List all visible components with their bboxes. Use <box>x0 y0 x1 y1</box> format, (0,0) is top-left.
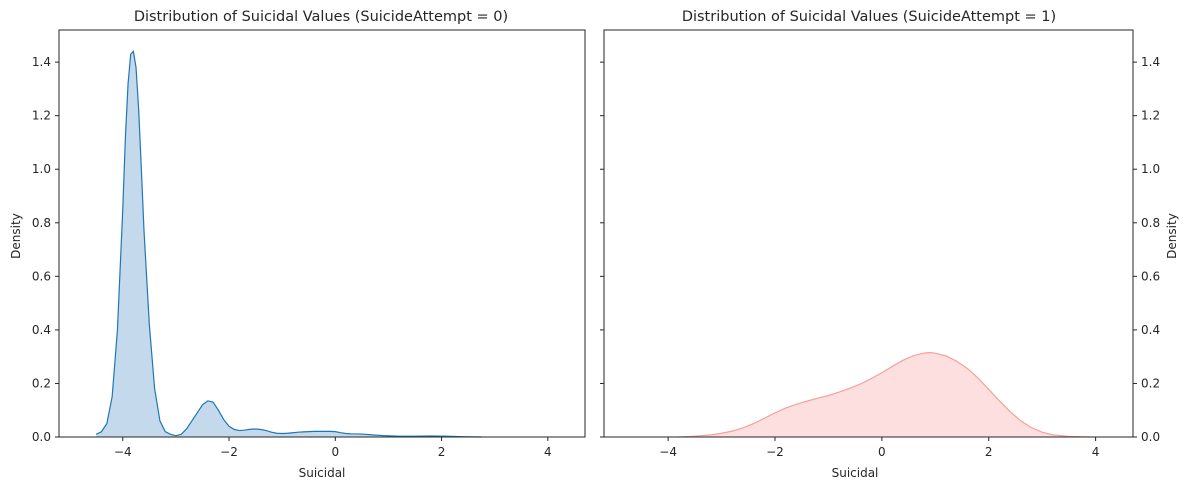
left-y-tick-label: 0.6 <box>32 269 51 283</box>
right-plot-frame <box>603 29 1134 438</box>
left-y-tick-label: 0.8 <box>32 216 51 230</box>
left-y-tick-label: 0.4 <box>32 323 51 337</box>
right-x-ticks: −4 −2 0 2 4 <box>659 437 1099 459</box>
right-y-tick-label: 0.8 <box>1141 216 1160 230</box>
left-chart-title: Distribution of Suicidal Values (Suicide… <box>134 9 508 25</box>
right-y-tick-label: 1.4 <box>1141 55 1160 69</box>
left-x-axis-label: Suicidal <box>299 466 346 480</box>
left-y-tick-label: 1.2 <box>32 109 51 123</box>
left-x-tick-label: 4 <box>544 445 552 459</box>
right-y-axis-label: Density <box>1165 213 1179 259</box>
right-density-line <box>678 352 1091 438</box>
left-density-panel: Distribution of Suicidal Values (Suicide… <box>9 9 586 480</box>
right-x-axis-label: Suicidal <box>832 466 879 480</box>
right-x-tick-label: −2 <box>766 445 784 459</box>
left-x-tick-label: 2 <box>438 445 446 459</box>
right-x-tick-label: 0 <box>878 445 886 459</box>
left-x-tick-label: 0 <box>331 445 339 459</box>
left-plot-frame <box>58 29 586 438</box>
right-chart-title: Distribution of Suicidal Values (Suicide… <box>682 9 1056 25</box>
left-y-tick-label: 1.4 <box>32 55 51 69</box>
left-x-tick-label: −4 <box>114 445 132 459</box>
right-y-tick-label: 0.6 <box>1141 269 1160 283</box>
left-density-fill <box>96 51 482 438</box>
right-density-fill <box>678 352 1091 437</box>
left-y-tick-label: 1.0 <box>32 162 51 176</box>
right-x-tick-label: 4 <box>1092 445 1100 459</box>
right-y-tick-label: 0.2 <box>1141 376 1160 390</box>
left-y-axis-label: Density <box>9 213 23 259</box>
right-y-tick-label: 0.4 <box>1141 323 1160 337</box>
left-y-tick-label: 0.2 <box>32 376 51 390</box>
left-x-tick-label: −2 <box>220 445 238 459</box>
left-y-tick-label: 0.0 <box>32 430 51 444</box>
right-y-tick-label: 0.0 <box>1141 430 1160 444</box>
left-density-line <box>95 50 482 438</box>
right-y-tick-label: 1.2 <box>1141 109 1160 123</box>
left-y-ticks: 0.0 0.2 0.4 0.6 0.8 1.0 1.2 1.4 <box>32 55 59 444</box>
right-y-tick-label: 1.0 <box>1141 162 1160 176</box>
right-x-tick-label: −4 <box>659 445 677 459</box>
right-density-panel: Distribution of Suicidal Values (Suicide… <box>600 9 1179 480</box>
right-y-ticks: 0.0 0.2 0.4 0.6 0.8 1.0 1.2 1.4 <box>600 55 1160 444</box>
left-x-ticks: −4 −2 0 2 4 <box>114 437 552 459</box>
right-x-tick-label: 2 <box>985 445 993 459</box>
